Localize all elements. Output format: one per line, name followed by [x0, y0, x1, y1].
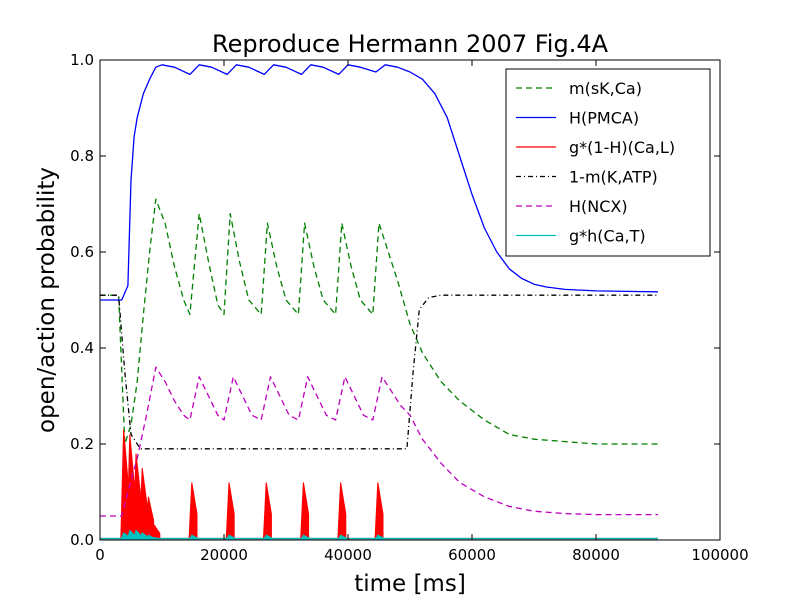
series-3-spike	[374, 482, 384, 540]
x-axis-label: time [ms]	[354, 571, 466, 597]
x-tick-label: 80000	[572, 546, 620, 564]
series-3-spike	[188, 482, 198, 540]
y-tick-label: 0.6	[70, 243, 94, 261]
x-tick-label: 40000	[324, 546, 372, 564]
axes-frame	[99, 59, 721, 541]
y-axis-label: open/action probability	[34, 167, 60, 433]
y-tick-label: 1.0	[70, 51, 94, 69]
plot-area	[100, 64, 659, 540]
x-tick-label: 20000	[200, 546, 248, 564]
legend: m(sK,Ca) H(PMCA) g*(1-H)(Ca,L) 1-m(K,ATP) H(…	[505, 68, 711, 257]
y-tick-label: 0.4	[70, 339, 94, 357]
y-tick-label: 0.2	[70, 435, 94, 453]
legend-label: H(NCX)	[569, 197, 628, 216]
series-4-line	[100, 294, 658, 450]
chart-title: Reproduce Hermann 2007 Fig.4A	[212, 30, 609, 58]
series-group	[100, 64, 659, 540]
series-3-spike	[337, 482, 347, 540]
legend-label: m(sK,Ca)	[569, 79, 642, 98]
series-5-line	[100, 366, 658, 517]
axes: 0 20000 40000 60000 80000 100000 0.0 0.2 0.4 0.6 0…	[70, 51, 748, 564]
series-3-spike	[145, 496, 155, 540]
x-tick-label: 60000	[448, 546, 496, 564]
series-1-line	[100, 198, 658, 445]
legend-label: g*h(Ca,T)	[569, 227, 646, 246]
y-tick-label: 0.8	[70, 147, 94, 165]
legend-label: 1-m(K,ATP)	[569, 168, 658, 187]
series-3-spike	[300, 482, 310, 540]
legend-label: g*(1-H)(Ca,L)	[569, 138, 675, 157]
x-tick-label: 0	[95, 546, 105, 564]
y-tick-label: 0.0	[70, 531, 94, 549]
series-2-line	[100, 64, 659, 301]
series-3-spike	[262, 482, 272, 540]
series-3-spike	[225, 482, 235, 540]
x-tick-label: 100000	[691, 546, 748, 564]
series-3-spike	[151, 524, 161, 540]
legend-box	[505, 68, 711, 257]
legend-label: H(PMCA)	[569, 109, 639, 128]
series-6-spikes	[100, 529, 658, 540]
